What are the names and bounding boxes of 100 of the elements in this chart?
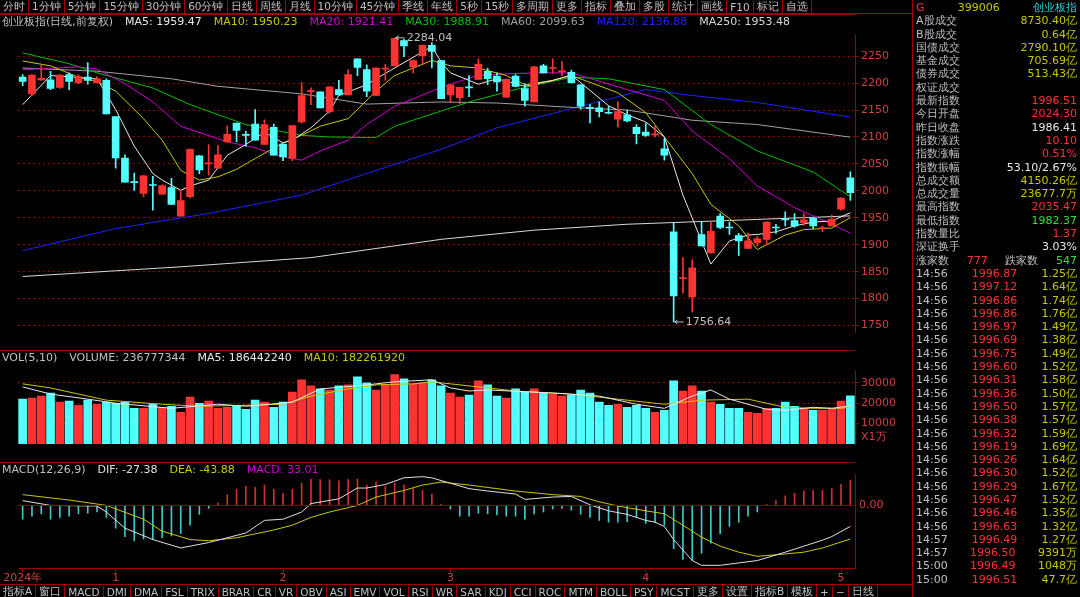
text: 基金成交: [916, 54, 960, 68]
text: MA30: 1988.91: [405, 14, 489, 28]
text: 513.43亿: [1027, 67, 1077, 81]
text: A股成交: [916, 14, 957, 28]
text: G: [916, 1, 925, 14]
text: 1996.26: [971, 453, 1018, 467]
text: 1.76亿: [1041, 306, 1077, 320]
bar: [139, 407, 148, 444]
text: MA5: 186442240: [197, 350, 292, 364]
bar: [315, 388, 325, 444]
chart-title: MACD(12,26,9): [1, 462, 86, 476]
text: 指标B: [751, 584, 789, 597]
text: 涨家数: [916, 253, 949, 267]
bar: [706, 401, 716, 444]
bar: [195, 402, 204, 444]
text: 指标A: [0, 584, 37, 597]
text: F10: [727, 0, 754, 13]
text: 创业板指: [1033, 1, 1077, 14]
bar: [167, 405, 176, 444]
text: 多股: [640, 0, 670, 14]
text: 国债成交: [916, 40, 960, 54]
text: 1996.60: [971, 360, 1018, 374]
text: 标记: [753, 0, 783, 14]
text: 1982.37: [1031, 213, 1077, 227]
text: 14:56: [916, 479, 948, 493]
text: 日线: [227, 0, 257, 14]
text: 自选: [782, 0, 812, 14]
chart-title: VOL(5,10): [1, 350, 58, 364]
text: 1.64亿: [1041, 453, 1077, 467]
y-axis-title: X1万: [861, 430, 887, 444]
text: WR: [432, 585, 458, 597]
text: MCST: [657, 585, 694, 597]
text: 8730.40亿: [1020, 14, 1077, 28]
y-tick-label: 2250: [861, 49, 889, 63]
text: 1996.50: [971, 399, 1018, 413]
text: 14:56: [916, 346, 948, 360]
bar: [260, 401, 269, 444]
text: 模板: [788, 584, 818, 597]
y-tick-label: 2100: [861, 129, 889, 143]
text: 画线: [698, 0, 728, 14]
text: MA5: 1959.47: [125, 14, 202, 28]
text: B股成交: [916, 27, 957, 41]
text: 月线: [285, 0, 315, 14]
text: 1996.29: [971, 479, 1018, 493]
candlestick: [558, 61, 566, 76]
annotation: 1756.64: [685, 314, 732, 328]
text: 1996.49: [971, 532, 1018, 546]
bar: [697, 390, 706, 444]
text: BOLL: [597, 585, 631, 597]
text: 14:56: [916, 413, 948, 427]
text: 1996.69: [971, 333, 1018, 347]
bar: [808, 410, 818, 444]
text: 1996.38: [971, 413, 1018, 427]
text: VR: [275, 585, 298, 597]
text: 14:56: [916, 399, 948, 413]
bar: [613, 403, 623, 444]
text: 14:56: [916, 519, 948, 533]
text: PSY: [630, 585, 658, 597]
text: 周线: [256, 0, 286, 14]
y-tick-label: 1900: [861, 237, 889, 251]
bar: [92, 403, 102, 444]
text: 最新指数: [916, 94, 960, 108]
text: 1048万: [1037, 559, 1077, 573]
text: 更多: [693, 584, 723, 597]
text: 1996.31: [971, 373, 1018, 387]
text: 叠加: [611, 0, 641, 14]
text: SAR: [457, 585, 486, 597]
text: +: [817, 585, 833, 597]
text: 1.64亿: [1041, 280, 1077, 294]
text: 1.32亿: [1041, 519, 1077, 533]
y-tick-label: 1800: [861, 291, 889, 305]
text: 1996.36: [971, 386, 1018, 400]
text: MA20: 1921.41: [309, 14, 394, 28]
text: 14:56: [916, 306, 948, 320]
text: 1.59亿: [1041, 426, 1077, 440]
bar: [74, 404, 83, 444]
text: 1997.12: [971, 280, 1018, 294]
text: ASI: [326, 585, 351, 597]
annotation: 2284.04: [406, 30, 453, 44]
text: 季线: [399, 0, 429, 14]
text: 1.69亿: [1041, 439, 1077, 453]
candlestick: [149, 175, 157, 211]
text: 777: [966, 253, 988, 267]
text: 总成交额: [916, 173, 960, 187]
bar: [83, 399, 93, 444]
text: 1996.46: [971, 506, 1018, 520]
candlestick: [83, 62, 92, 85]
text: 45分钟: [356, 0, 400, 14]
text: 1996.32: [971, 426, 1018, 440]
text: 1.50亿: [1041, 386, 1077, 400]
text: 窗口: [36, 584, 66, 597]
x-tick-label: 2024年: [3, 571, 43, 585]
text: 日线: [848, 584, 878, 597]
y-tick-label: 10000: [861, 416, 896, 430]
text: CCI: [510, 585, 536, 597]
text: 1996.86: [971, 306, 1018, 320]
bar: [846, 395, 855, 444]
text: 14:56: [916, 266, 948, 280]
text: 1.52亿: [1041, 492, 1077, 506]
text: 9391万: [1037, 546, 1077, 560]
